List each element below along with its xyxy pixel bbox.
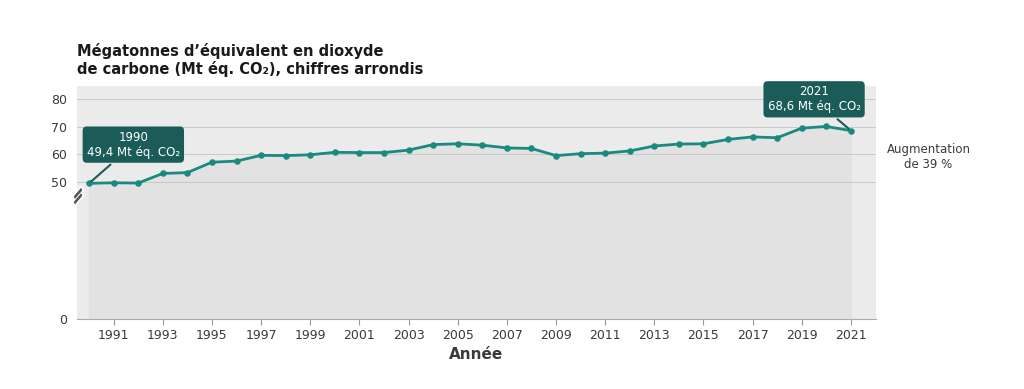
Point — [450, 141, 466, 147]
Point — [622, 148, 638, 154]
Point — [843, 128, 859, 134]
Text: 1990
49,4 Mt éq. CO₂: 1990 49,4 Mt éq. CO₂ — [87, 131, 180, 182]
Text: Mégatonnes d’équivalent en dioxyde
de carbone (Mt éq. CO₂), chiffres arrondis: Mégatonnes d’équivalent en dioxyde de ca… — [77, 43, 423, 77]
Point — [474, 142, 490, 148]
Point — [769, 135, 785, 141]
Point — [548, 152, 564, 159]
Point — [499, 145, 515, 151]
Point — [425, 142, 441, 148]
Point — [105, 180, 122, 186]
Point — [351, 149, 368, 156]
Point — [794, 125, 810, 131]
Point — [81, 180, 97, 186]
Point — [253, 152, 269, 158]
X-axis label: Année: Année — [450, 347, 503, 361]
Point — [671, 141, 687, 147]
Point — [376, 149, 392, 156]
Point — [155, 170, 171, 177]
Point — [818, 123, 835, 130]
Point — [204, 159, 220, 165]
Point — [228, 158, 245, 164]
Point — [744, 134, 761, 140]
Text: Augmentation
de 39 %: Augmentation de 39 % — [887, 143, 971, 171]
Point — [302, 152, 318, 158]
Text: 2021
68,6 Mt éq. CO₂: 2021 68,6 Mt éq. CO₂ — [768, 85, 860, 129]
Point — [720, 136, 736, 142]
Point — [400, 147, 417, 153]
Point — [327, 149, 343, 156]
Point — [523, 145, 540, 152]
Point — [695, 141, 712, 147]
Point — [179, 170, 196, 176]
Point — [278, 152, 294, 159]
Point — [572, 151, 589, 157]
Point — [646, 143, 663, 149]
Point — [130, 180, 146, 186]
Point — [597, 150, 613, 156]
